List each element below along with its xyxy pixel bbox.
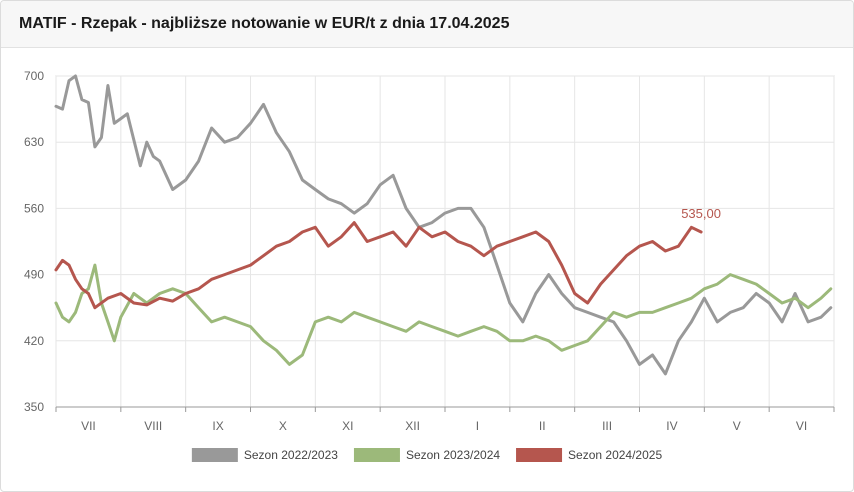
legend-swatch bbox=[516, 448, 563, 462]
series-line-3 bbox=[54, 221, 703, 310]
x-tick-label: V bbox=[733, 419, 741, 433]
legend-label: Sezon 2024/2025 bbox=[568, 448, 662, 462]
y-tick-label: 700 bbox=[24, 69, 44, 83]
chart-title: MATIF - Rzepak - najbliższe notowanie w … bbox=[19, 15, 510, 32]
x-tick-label: III bbox=[602, 419, 612, 433]
x-tick-label: II bbox=[539, 419, 546, 433]
x-tick-label: VI bbox=[796, 419, 807, 433]
legend-label: Sezon 2022/2023 bbox=[244, 448, 338, 462]
x-tick-label: IV bbox=[666, 419, 677, 433]
y-tick-label: 350 bbox=[24, 400, 44, 414]
x-tick-label: IX bbox=[212, 419, 223, 433]
x-tick-label: X bbox=[279, 419, 287, 433]
x-tick-label: VII bbox=[81, 419, 96, 433]
legend-swatch bbox=[191, 448, 238, 462]
series-line-2 bbox=[54, 263, 833, 366]
y-tick-label: 490 bbox=[24, 268, 44, 282]
last-value-label: 535,00 bbox=[681, 206, 721, 221]
x-tick-label: XI bbox=[342, 419, 353, 433]
legend-label: Sezon 2023/2024 bbox=[406, 448, 500, 462]
card-header: MATIF - Rzepak - najbliższe notowanie w … bbox=[1, 1, 853, 48]
x-tick-label: I bbox=[476, 419, 479, 433]
series-line-1 bbox=[54, 74, 833, 376]
x-tick-label: XII bbox=[405, 419, 420, 433]
legend-swatch bbox=[353, 448, 400, 462]
y-tick-label: 630 bbox=[24, 135, 44, 149]
x-tick-label: VIII bbox=[144, 419, 162, 433]
y-tick-label: 420 bbox=[24, 334, 44, 348]
y-tick-label: 560 bbox=[24, 201, 44, 215]
